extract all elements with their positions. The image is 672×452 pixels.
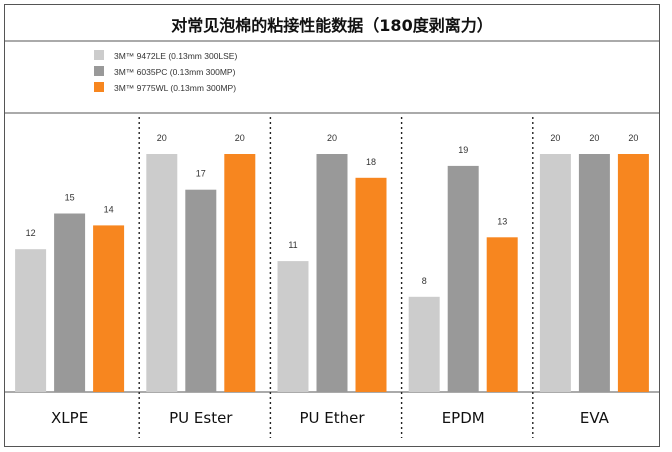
- legend-label: 3M™ 9775WL (0.13mm 300MP): [114, 83, 236, 93]
- value-labels: 12 15 14 20 17 20 11 20 18 8 19 13 20 20 20: [26, 133, 639, 286]
- value-label: 20: [327, 133, 337, 143]
- bar: [316, 154, 348, 392]
- value-label: 20: [550, 133, 560, 143]
- legend-swatch: [94, 82, 104, 92]
- value-label: 19: [458, 145, 468, 155]
- bar: [408, 296, 440, 392]
- chart-frame: [4, 4, 660, 447]
- bar: [539, 154, 571, 392]
- bar: [578, 154, 610, 392]
- bar: [15, 249, 47, 392]
- value-label: 20: [157, 133, 167, 143]
- legend: 3M™ 9472LE (0.13mm 300LSE) 3M™ 6035PC (0.…: [94, 50, 237, 93]
- bar: [146, 154, 178, 392]
- bar: [185, 189, 217, 392]
- bar: [277, 261, 309, 392]
- bar: [355, 177, 387, 392]
- category-label: EPDM: [442, 409, 485, 427]
- value-label: 18: [366, 157, 376, 167]
- legend-label: 3M™ 6035PC (0.13mm 300MP): [114, 67, 236, 77]
- bar: [54, 213, 86, 392]
- category-label: EVA: [580, 409, 610, 427]
- value-label: 14: [104, 204, 114, 214]
- value-label: 8: [422, 276, 427, 286]
- category-label: PU Ether: [299, 409, 365, 427]
- value-label: 20: [235, 133, 245, 143]
- legend-label: 3M™ 9472LE (0.13mm 300LSE): [114, 51, 237, 61]
- bar: [93, 225, 125, 392]
- bar: [617, 154, 649, 392]
- chart-title: 对常见泡棉的粘接性能数据（180度剥离力）: [171, 16, 492, 35]
- value-label: 20: [628, 133, 638, 143]
- value-label: 15: [65, 193, 75, 203]
- value-label: 11: [288, 240, 297, 250]
- category-label: XLPE: [51, 409, 88, 427]
- category-separators: [138, 117, 534, 438]
- category-labels: XLPE PU Ester PU Ether EPDM EVA: [51, 409, 610, 427]
- value-label: 13: [497, 216, 507, 226]
- value-label: 17: [196, 169, 206, 179]
- legend-swatch: [94, 50, 104, 60]
- bars: [15, 154, 649, 392]
- bar: [447, 165, 479, 392]
- value-label: 12: [26, 228, 36, 238]
- legend-swatch: [94, 66, 104, 76]
- category-label: PU Ester: [169, 409, 233, 427]
- bar: [224, 154, 256, 392]
- bar: [486, 237, 518, 392]
- value-label: 20: [589, 133, 599, 143]
